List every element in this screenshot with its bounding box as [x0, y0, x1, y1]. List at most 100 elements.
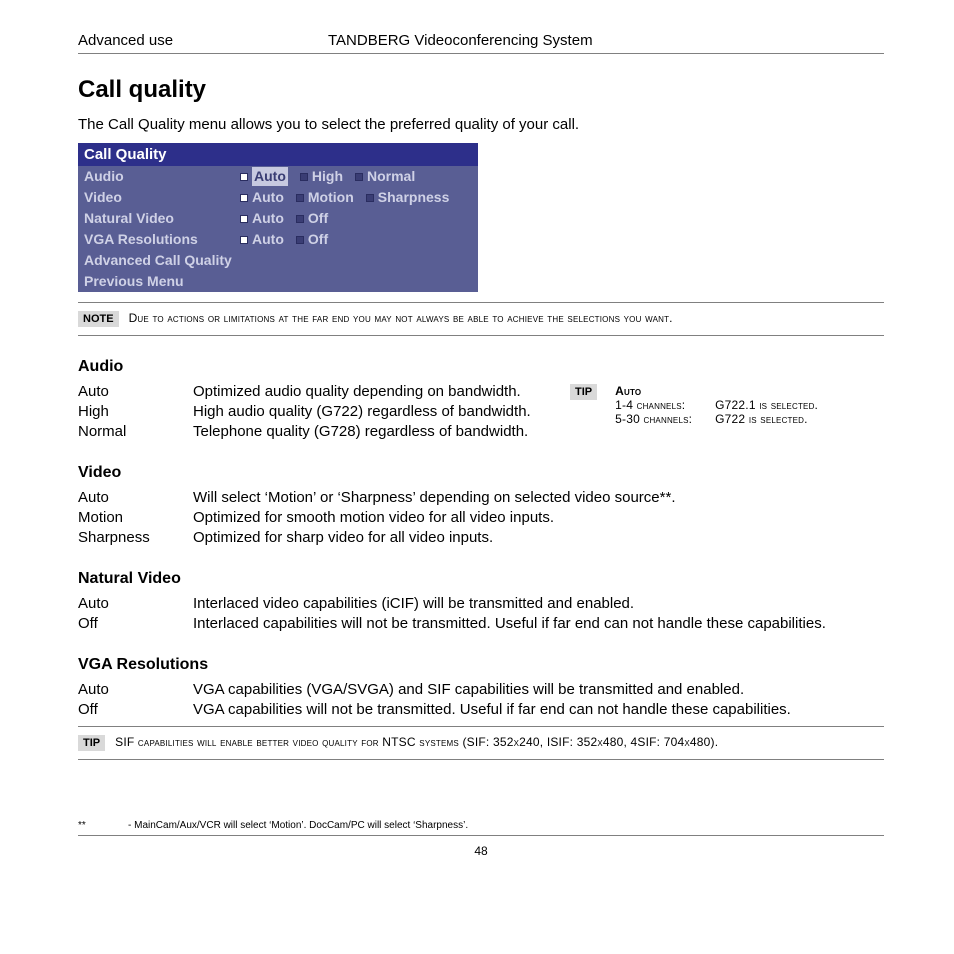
- definition-row: AutoVGA capabilities (VGA/SVGA) and SIF …: [78, 680, 884, 700]
- tip-line-left: 5-30 channels:: [615, 412, 715, 426]
- tip-text: SIF capabilities will enable better vide…: [115, 735, 718, 749]
- definition-row: AutoInterlaced video capabilities (iCIF)…: [78, 594, 884, 614]
- menu-option-label: Motion: [308, 188, 354, 207]
- menu-option: Auto: [240, 188, 284, 207]
- definition-row: MotionOptimized for smooth motion video …: [78, 508, 884, 528]
- radio-icon: [296, 194, 304, 202]
- radio-icon: [366, 194, 374, 202]
- tip-row: TIP SIF capabilities will enable better …: [78, 735, 884, 751]
- menu-row: Video Auto Motion Sharpness: [78, 187, 478, 208]
- definition-desc: Interlaced capabilities will not be tran…: [193, 614, 884, 634]
- menu-row: Advanced Call Quality: [78, 250, 478, 271]
- definition-term: Motion: [78, 508, 193, 528]
- definition-row: SharpnessOptimized for sharp video for a…: [78, 528, 884, 548]
- note-row: NOTE Due to actions or limitations at th…: [78, 311, 884, 327]
- definition-desc: Optimized for sharp video for all video …: [193, 528, 884, 548]
- vga-definitions: AutoVGA capabilities (VGA/SVGA) and SIF …: [78, 680, 884, 720]
- header-center: TANDBERG Videoconferencing System: [328, 32, 884, 49]
- page-number: 48: [78, 844, 884, 858]
- menu-row-label: Video: [84, 188, 240, 207]
- definition-row: AutoOptimized audio quality depending on…: [78, 382, 558, 402]
- divider: [78, 302, 884, 303]
- video-heading: Video: [78, 464, 884, 482]
- definition-desc: Telephone quality (G728) regardless of b…: [193, 422, 558, 442]
- menu-option-label: Sharpness: [378, 188, 450, 207]
- definition-term: Normal: [78, 422, 193, 442]
- definition-term: Off: [78, 700, 193, 720]
- definition-row: HighHigh audio quality (G722) regardless…: [78, 402, 558, 422]
- definition-term: Auto: [78, 680, 193, 700]
- menu-option: Auto: [240, 209, 284, 228]
- menu-row-label: Audio: [84, 167, 240, 186]
- divider: [78, 759, 884, 760]
- tip-line-right: G722 is selected.: [715, 412, 808, 426]
- definition-row: OffInterlaced capabilities will not be t…: [78, 614, 884, 634]
- divider: [78, 835, 884, 836]
- page: Advanced use TANDBERG Videoconferencing …: [0, 0, 954, 878]
- menu-option-label: High: [312, 167, 343, 186]
- radio-selected-icon: [240, 173, 248, 181]
- page-header: Advanced use TANDBERG Videoconferencing …: [78, 32, 884, 54]
- definition-term: High: [78, 402, 193, 422]
- menu-row: Previous Menu: [78, 271, 478, 292]
- definition-desc: Optimized for smooth motion video for al…: [193, 508, 884, 528]
- footnote-mark: **: [78, 820, 128, 831]
- definition-term: Sharpness: [78, 528, 193, 548]
- video-definitions: AutoWill select ‘Motion’ or ‘Sharpness’ …: [78, 488, 884, 548]
- menu-option-label: Normal: [367, 167, 415, 186]
- divider: [78, 726, 884, 727]
- radio-selected-icon: [240, 194, 248, 202]
- tip-badge: TIP: [570, 384, 597, 400]
- tip-heading: Auto: [615, 384, 818, 398]
- audio-section: AutoOptimized audio quality depending on…: [78, 382, 884, 442]
- tip-line-left: 1-4 channels:: [615, 398, 715, 412]
- note-text: Due to actions or limitations at the far…: [129, 311, 673, 325]
- tip-line: 5-30 channels:G722 is selected.: [615, 412, 818, 426]
- tip-line: 1-4 channels:G722.1 is selected.: [615, 398, 818, 412]
- definition-row: OffVGA capabilities will not be transmit…: [78, 700, 884, 720]
- call-quality-menu: Call Quality AudioAutoHighNormalVideoAut…: [78, 143, 478, 292]
- definition-term: Auto: [78, 488, 193, 508]
- menu-option: High: [300, 167, 343, 186]
- divider: [78, 335, 884, 336]
- menu-option: Sharpness: [366, 188, 450, 207]
- definition-term: Off: [78, 614, 193, 634]
- page-title: Call quality: [78, 76, 884, 104]
- menu-option: Auto: [240, 167, 288, 186]
- menu-option-label: Auto: [252, 209, 284, 228]
- menu-option-label: Off: [308, 209, 328, 228]
- natural-definitions: AutoInterlaced video capabilities (iCIF)…: [78, 594, 884, 634]
- definition-term: Auto: [78, 594, 193, 614]
- menu-row-label: Natural Video: [84, 209, 240, 228]
- definition-desc: VGA capabilities will not be transmitted…: [193, 700, 884, 720]
- footnote-text: - MainCam/Aux/VCR will select ‘Motion’. …: [128, 820, 468, 831]
- intro-text: The Call Quality menu allows you to sele…: [78, 116, 884, 133]
- menu-row-label: Advanced Call Quality: [84, 251, 240, 270]
- radio-selected-icon: [240, 236, 248, 244]
- vga-heading: VGA Resolutions: [78, 656, 884, 674]
- definition-term: Auto: [78, 382, 193, 402]
- audio-tip: TIP Auto 1-4 channels:G722.1 is selected…: [570, 382, 818, 426]
- note-badge: NOTE: [78, 311, 119, 327]
- menu-option: Normal: [355, 167, 415, 186]
- menu-row: VGA ResolutionsAutoOff: [78, 229, 478, 250]
- menu-row-label: VGA Resolutions: [84, 230, 240, 249]
- menu-option: Auto: [240, 230, 284, 249]
- natural-heading: Natural Video: [78, 570, 884, 588]
- radio-icon: [296, 236, 304, 244]
- menu-option: Off: [296, 209, 328, 228]
- menu-row-label: Previous Menu: [84, 272, 240, 291]
- radio-icon: [296, 215, 304, 223]
- menu-row: AudioAuto High Normal: [78, 166, 478, 187]
- radio-selected-icon: [240, 215, 248, 223]
- definition-desc: High audio quality (G722) regardless of …: [193, 402, 558, 422]
- definition-row: NormalTelephone quality (G728) regardles…: [78, 422, 558, 442]
- tip-badge: TIP: [78, 735, 105, 751]
- menu-row: Natural Video Auto Off: [78, 208, 478, 229]
- menu-option: Motion: [296, 188, 354, 207]
- tip-content: Auto 1-4 channels:G722.1 is selected.5-3…: [615, 384, 818, 426]
- menu-option-label: Auto: [252, 188, 284, 207]
- header-left: Advanced use: [78, 32, 328, 49]
- menu-title: Call Quality: [78, 143, 478, 166]
- definition-desc: VGA capabilities (VGA/SVGA) and SIF capa…: [193, 680, 884, 700]
